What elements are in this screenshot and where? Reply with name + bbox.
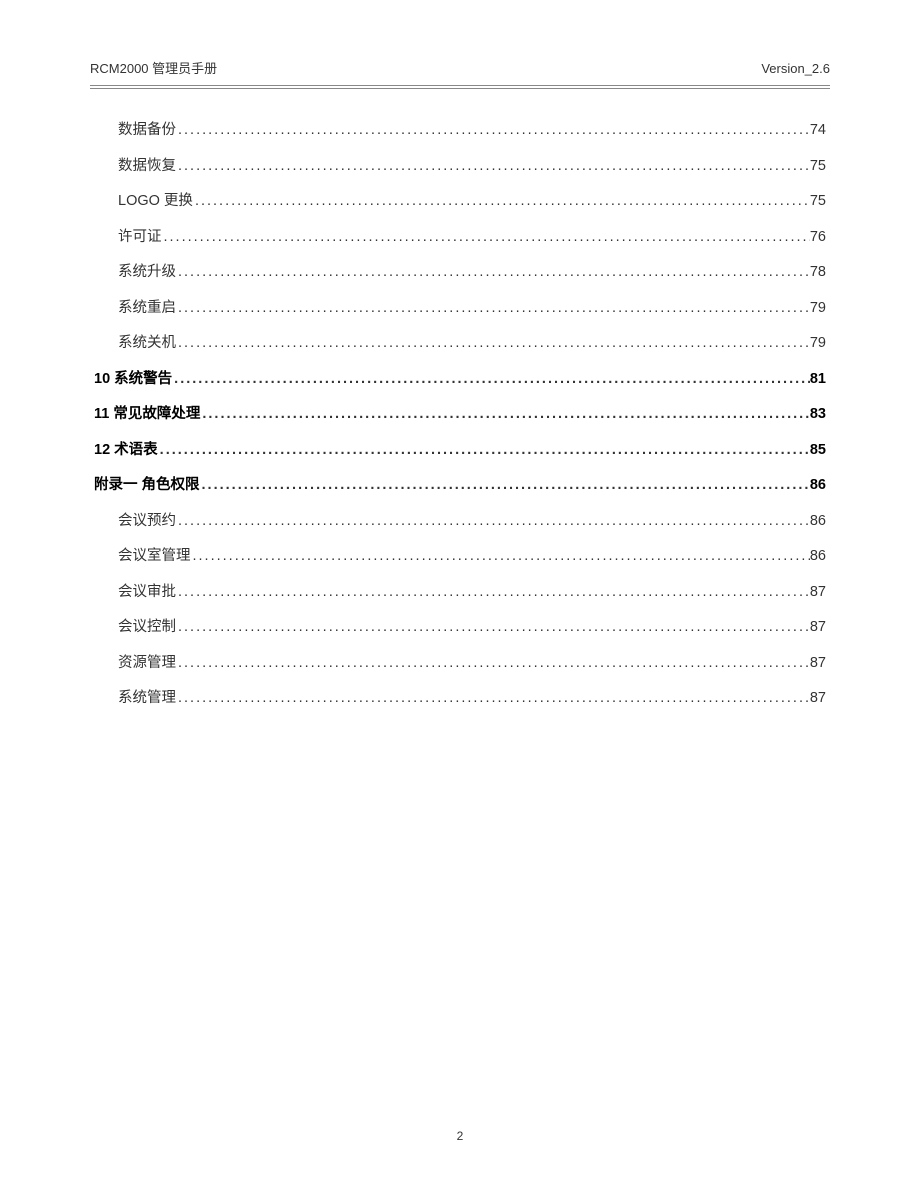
toc-entry-label: 12 术语表 (94, 433, 158, 469)
header-divider (90, 85, 830, 89)
toc-entry-label: 会议预约 (118, 504, 176, 540)
toc-entry: 会议预约....................................… (94, 504, 826, 540)
toc-entry-page: 86 (810, 539, 826, 575)
toc-entry: 系统管理....................................… (94, 681, 826, 717)
toc-leader-dots: ........................................… (176, 291, 810, 327)
toc-entry-page: 79 (810, 291, 826, 327)
toc-entry-page: 79 (810, 326, 826, 362)
toc-leader-dots: ........................................… (200, 397, 810, 433)
toc-entry-page: 74 (810, 113, 826, 149)
toc-leader-dots: ........................................… (193, 184, 810, 220)
toc-entry-page: 87 (810, 681, 826, 717)
toc-entry-label: 系统管理 (118, 681, 176, 717)
toc-entry-label: 附录一 角色权限 (94, 468, 200, 504)
toc-entry: 系统重启....................................… (94, 291, 826, 327)
toc-entry-label: 11 常见故障处理 (94, 397, 200, 433)
toc-entry-page: 87 (810, 646, 826, 682)
toc-entry-label: 会议控制 (118, 610, 176, 646)
toc-entry: 数据备份....................................… (94, 113, 826, 149)
toc-entry: 资源管理....................................… (94, 646, 826, 682)
toc-entry-page: 85 (810, 433, 826, 469)
toc-entry: 11 常见故障处理...............................… (94, 397, 826, 433)
toc-leader-dots: ........................................… (176, 326, 810, 362)
toc-entry: 10 系统警告.................................… (94, 362, 826, 398)
toc-leader-dots: ........................................… (200, 468, 810, 504)
toc-leader-dots: ........................................… (176, 575, 810, 611)
toc-entry-label: 10 系统警告 (94, 362, 172, 398)
page-header: RCM2000 管理员手册 Version_2.6 (90, 58, 830, 85)
toc-entry-label: LOGO 更换 (118, 184, 193, 220)
toc-leader-dots: ........................................… (176, 149, 810, 185)
toc-entry-label: 数据备份 (118, 113, 176, 149)
toc-entry: 会议审批....................................… (94, 575, 826, 611)
toc-entry-page: 87 (810, 575, 826, 611)
table-of-contents: 数据备份....................................… (90, 113, 830, 717)
toc-leader-dots: ........................................… (191, 539, 810, 575)
toc-leader-dots: ........................................… (172, 362, 810, 398)
toc-entry-page: 83 (810, 397, 826, 433)
page-footer: 2 (0, 1129, 920, 1143)
toc-entry: 系统关机....................................… (94, 326, 826, 362)
toc-entry-label: 数据恢复 (118, 149, 176, 185)
toc-entry-label: 资源管理 (118, 646, 176, 682)
document-page: RCM2000 管理员手册 Version_2.6 数据备份..........… (0, 0, 920, 717)
toc-entry-page: 75 (810, 149, 826, 185)
toc-entry: 许可证.....................................… (94, 220, 826, 256)
toc-entry: 数据恢复....................................… (94, 149, 826, 185)
toc-entry-page: 76 (810, 220, 826, 256)
toc-entry-label: 会议审批 (118, 575, 176, 611)
toc-leader-dots: ........................................… (176, 504, 810, 540)
toc-entry: 会议控制....................................… (94, 610, 826, 646)
toc-entry-page: 86 (810, 504, 826, 540)
toc-leader-dots: ........................................… (176, 255, 810, 291)
toc-leader-dots: ........................................… (176, 610, 810, 646)
toc-entry-page: 75 (810, 184, 826, 220)
toc-entry: 附录一 角色权限................................… (94, 468, 826, 504)
toc-entry-label: 系统重启 (118, 291, 176, 327)
toc-leader-dots: ........................................… (176, 681, 810, 717)
toc-entry: 12 术语表..................................… (94, 433, 826, 469)
toc-entry-label: 许可证 (118, 220, 162, 256)
toc-entry-label: 系统升级 (118, 255, 176, 291)
page-number: 2 (457, 1129, 464, 1143)
toc-entry-label: 会议室管理 (118, 539, 191, 575)
toc-entry-page: 78 (810, 255, 826, 291)
toc-entry: 会议室管理...................................… (94, 539, 826, 575)
toc-entry: LOGO 更换.................................… (94, 184, 826, 220)
toc-leader-dots: ........................................… (162, 220, 810, 256)
header-left: RCM2000 管理员手册 (90, 58, 217, 77)
toc-entry-page: 87 (810, 610, 826, 646)
toc-entry: 系统升级....................................… (94, 255, 826, 291)
toc-entry-page: 86 (810, 468, 826, 504)
toc-entry-label: 系统关机 (118, 326, 176, 362)
toc-leader-dots: ........................................… (176, 646, 810, 682)
toc-leader-dots: ........................................… (158, 433, 810, 469)
toc-leader-dots: ........................................… (176, 113, 810, 149)
toc-entry-page: 81 (810, 362, 826, 398)
header-right: Version_2.6 (761, 61, 830, 76)
